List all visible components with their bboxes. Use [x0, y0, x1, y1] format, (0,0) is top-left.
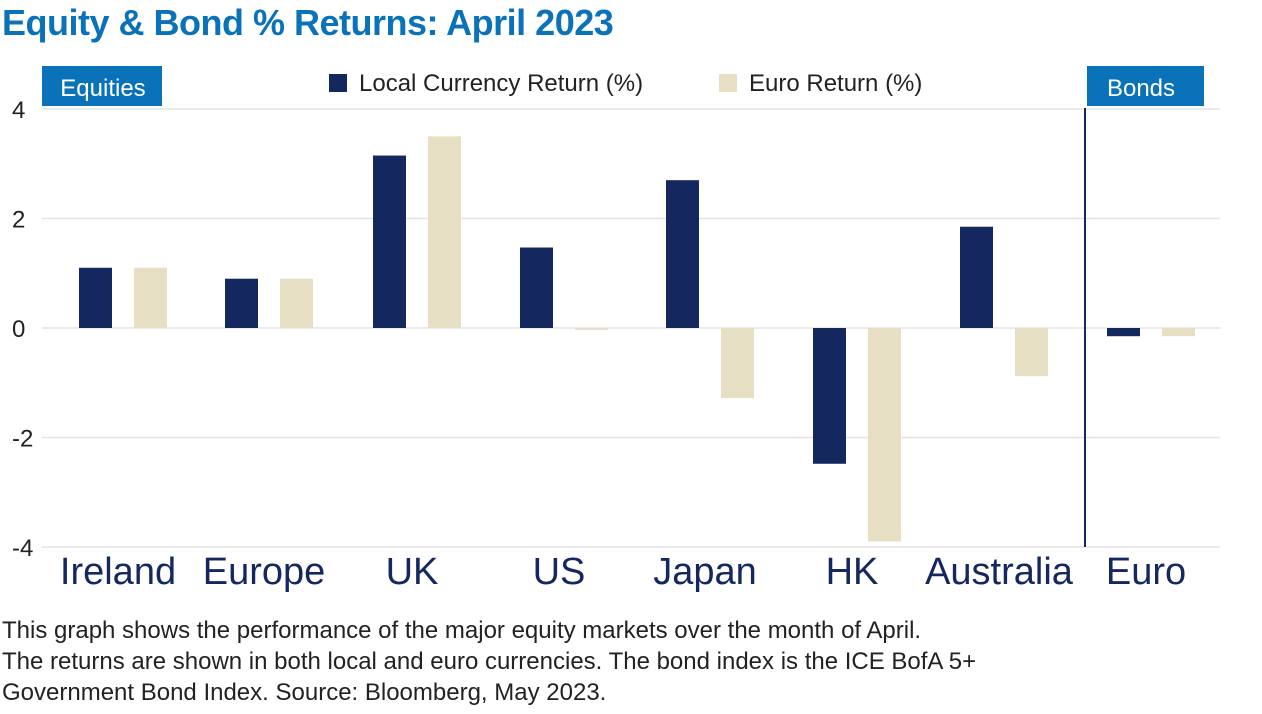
x-category-label: Ireland — [60, 551, 176, 593]
footnote: This graph shows the performance of the … — [2, 615, 1242, 708]
bar-chart: 4 2 0 -2 -4 Equities Bonds Local Currency Retur… — [12, 66, 1220, 593]
bar — [280, 278, 313, 328]
bar — [813, 328, 846, 464]
bar — [520, 247, 553, 328]
x-category-label: Australia — [925, 551, 1074, 593]
bonds-label-bg — [1087, 66, 1204, 106]
bar — [1015, 328, 1048, 377]
bar — [225, 278, 258, 328]
bar — [868, 328, 901, 542]
footnote-line-1: This graph shows the performance of the … — [2, 617, 922, 644]
bonds-label: Bonds — [1107, 75, 1175, 102]
legend-swatch — [329, 74, 347, 92]
x-category-label: US — [533, 551, 586, 593]
bar — [666, 180, 699, 328]
bar — [79, 267, 112, 328]
chart-title: Equity & Bond % Returns: April 2023 — [2, 2, 614, 43]
footnote-line-3: Government Bond Index. Source: Bloomberg… — [2, 679, 607, 706]
bar — [1107, 328, 1140, 337]
legend-label: Local Currency Return (%) — [359, 70, 643, 97]
x-category-label: Europe — [203, 551, 326, 593]
y-tick-label: -4 — [12, 535, 33, 562]
footnote-line-2: The returns are shown in both local and … — [2, 648, 977, 675]
bar — [1162, 328, 1195, 337]
bar — [721, 328, 754, 399]
y-tick-label: 0 — [12, 316, 25, 343]
bar — [428, 136, 461, 328]
legend-swatch — [719, 74, 737, 92]
equities-label: Equities — [60, 75, 145, 102]
y-tick-label: 4 — [12, 97, 25, 124]
x-category-label: UK — [386, 551, 439, 593]
bar — [575, 328, 608, 330]
x-category-label: Japan — [653, 551, 757, 593]
bar — [373, 155, 406, 328]
legend-label: Euro Return (%) — [749, 70, 922, 97]
equities-label-bg — [42, 66, 162, 106]
x-category-label: HK — [826, 551, 879, 593]
bar — [960, 226, 993, 328]
y-tick-label: -2 — [12, 426, 33, 453]
bar — [134, 267, 167, 328]
x-category-label: Euro — [1106, 551, 1186, 593]
y-tick-label: 2 — [12, 207, 25, 234]
